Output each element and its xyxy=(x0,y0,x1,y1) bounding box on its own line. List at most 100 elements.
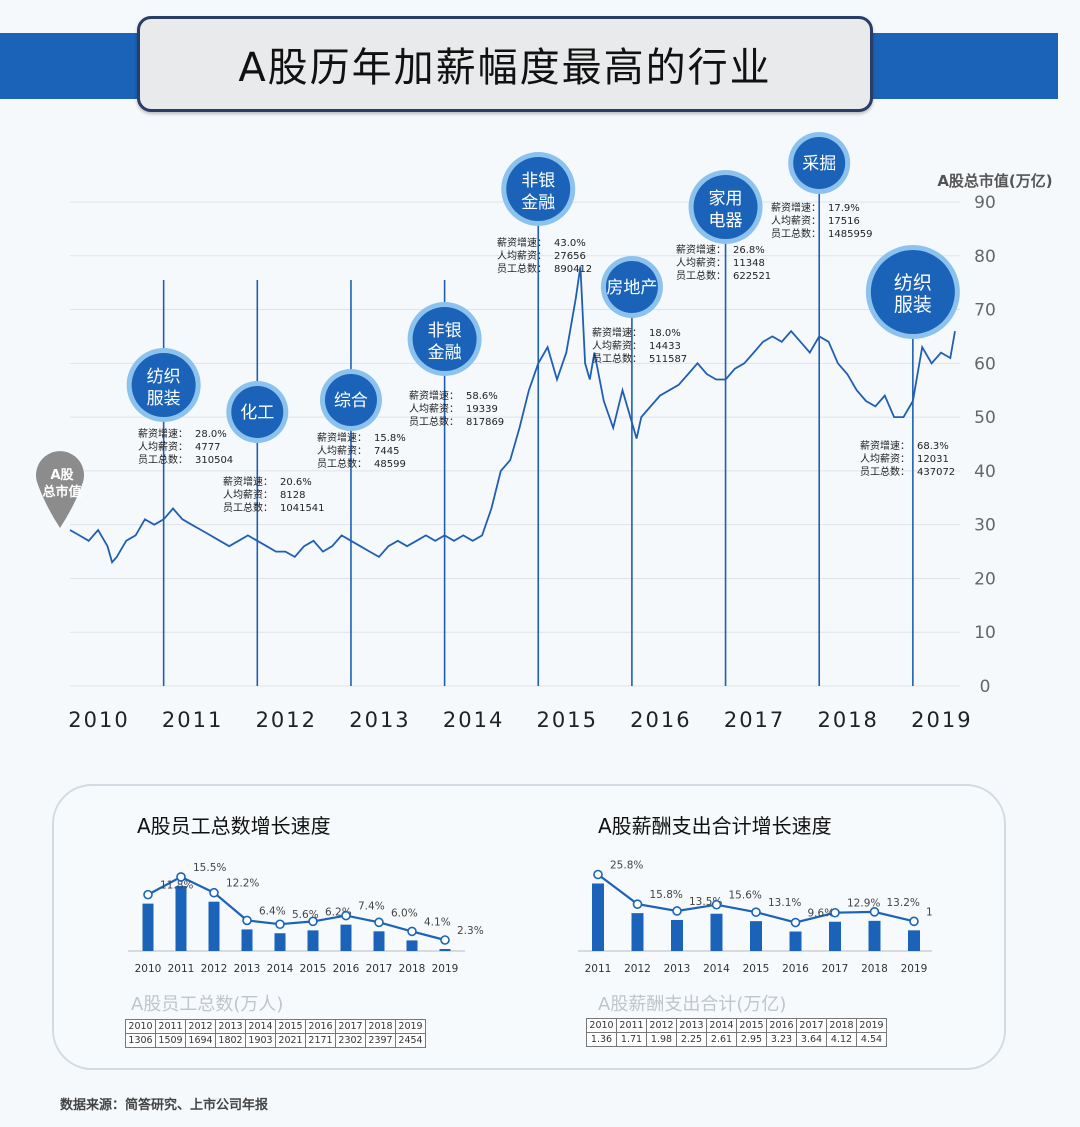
industry-label: 服装 xyxy=(894,294,932,316)
annotation-label: 员工总数： xyxy=(138,453,188,466)
annotation-value: 310504 xyxy=(195,455,233,466)
bar xyxy=(631,913,644,951)
bar xyxy=(208,901,220,951)
category-label: 2013 xyxy=(234,963,261,975)
annotation-value: 622521 xyxy=(733,271,771,282)
growth-point xyxy=(711,899,722,910)
annotation-value: 7445 xyxy=(374,446,399,457)
growth-point xyxy=(830,907,840,918)
annotation-value: 17.9% xyxy=(828,203,860,214)
category-label: 2013 xyxy=(664,963,691,975)
annotation-value: 43.0% xyxy=(554,238,586,249)
annotation-label: 人均薪资： xyxy=(317,445,367,457)
table-cell: 3.23 xyxy=(766,1032,797,1047)
annotation-label: 员工总数： xyxy=(409,415,459,428)
table-row: 1.36 1.71 1.98 2.25 2.61 2.95 3.23 3.64 4.12 4.54 xyxy=(586,1032,887,1047)
table-cell: 2017 xyxy=(335,1019,366,1034)
table-row: 2010 2011 2012 2013 2014 2015 2016 2017 2018 2019 xyxy=(125,1019,426,1034)
table-cell: 2019 xyxy=(856,1018,887,1033)
annotation-value: 8128 xyxy=(280,490,305,501)
table-cell: 2012 xyxy=(185,1019,216,1034)
employee-growth-chart: 2010 2011 2012 2013 2014 2015 2016 2017 2018 2019… xyxy=(128,862,484,975)
growth-label: 7.4% xyxy=(358,901,385,913)
table-cell: 1.36 xyxy=(586,1032,617,1047)
x-tick-label: 2012 xyxy=(256,708,317,732)
table-cell: 1306 xyxy=(125,1033,156,1048)
y-tick-label: 40 xyxy=(974,462,996,482)
bar xyxy=(142,903,154,951)
bar xyxy=(908,930,920,951)
growth-point xyxy=(341,910,351,921)
bar xyxy=(274,933,286,951)
growth-point xyxy=(632,899,643,909)
x-tick-label: 2019 xyxy=(911,708,972,732)
growth-label: 12.9% xyxy=(847,898,880,910)
annotation-value: 890412 xyxy=(554,264,592,275)
growth-label: 13.1% xyxy=(768,897,801,909)
bar xyxy=(241,929,253,951)
category-label: 2015 xyxy=(300,963,327,975)
annotation-label: 员工总数： xyxy=(860,465,910,478)
growth-point xyxy=(209,887,219,898)
industry-label: 金融 xyxy=(428,343,462,363)
table-cell: 2015 xyxy=(275,1019,306,1034)
annotation-label: 薪资增速： xyxy=(317,431,367,444)
svg-text:总市值: 总市值 xyxy=(42,484,81,500)
annotation-value: 15.8% xyxy=(374,433,406,444)
table-cell: 1.98 xyxy=(646,1032,677,1047)
growth-point xyxy=(176,872,186,882)
table-cell: 2016 xyxy=(305,1019,336,1034)
bar xyxy=(868,920,881,951)
annotation-value: 27656 xyxy=(554,251,586,262)
category-label: 2017 xyxy=(366,963,393,975)
table-cell: 2019 xyxy=(395,1019,426,1034)
annotation-label: 薪资增速： xyxy=(676,243,726,256)
industry-label: 综合 xyxy=(334,391,368,411)
industry-label: 电器 xyxy=(709,211,743,231)
salary-growth-chart: 2011 2012 2013 2014 2015 2016 2017 2018 2019 25.8… xyxy=(578,859,932,975)
industry-label: 金融 xyxy=(521,193,555,213)
table-cell: 2015 xyxy=(736,1018,767,1033)
y-tick-label: 60 xyxy=(974,354,996,374)
annotation-label: 薪资增速： xyxy=(138,427,188,440)
growth-point xyxy=(440,935,450,945)
x-tick-label: 2010 xyxy=(68,708,129,732)
annotation-label: 薪资增速： xyxy=(497,236,547,249)
annotation-label: 员工总数： xyxy=(676,269,726,282)
industry-label: 化工 xyxy=(240,403,274,423)
category-label: 2012 xyxy=(201,963,228,975)
table-cell: 2010 xyxy=(586,1018,617,1033)
table-cell: 2014 xyxy=(706,1018,737,1033)
category-label: 2012 xyxy=(624,963,651,975)
annotation-label: 人均薪资： xyxy=(771,215,821,227)
category-label: 2018 xyxy=(399,963,426,975)
annotation-label: 薪资增速： xyxy=(409,389,459,402)
industry-label: 家用 xyxy=(709,189,743,209)
annotation-label: 员工总数： xyxy=(223,501,273,514)
y-tick-label: 30 xyxy=(974,516,996,536)
salary-table-caption: A股薪酬支出合计(万亿) xyxy=(598,994,787,1015)
growth-label: 10.0% xyxy=(926,906,932,918)
growth-point xyxy=(308,916,318,927)
annotation-value: 437072 xyxy=(917,467,955,478)
table-cell: 2011 xyxy=(616,1018,647,1033)
bar xyxy=(671,919,683,951)
employee-growth-title: A股员工总数增长速度 xyxy=(137,814,331,838)
category-label: 2016 xyxy=(333,963,360,975)
annotation-value: 58.6% xyxy=(466,391,498,402)
annotation-label: 人均薪资： xyxy=(860,453,910,465)
market-cap-pin: A股 总市值 xyxy=(36,451,84,528)
growth-point xyxy=(909,916,919,927)
annotation-value: 28.0% xyxy=(195,429,227,440)
category-label: 2014 xyxy=(267,963,294,975)
industry-badge: 采掘 xyxy=(788,132,851,194)
table-cell: 2.61 xyxy=(706,1032,737,1047)
annotation-value: 14433 xyxy=(649,341,681,352)
table-cell: 2018 xyxy=(365,1019,396,1034)
industry-label: 纺织 xyxy=(894,272,932,294)
table-cell: 1.71 xyxy=(616,1032,647,1047)
y-tick-label: 80 xyxy=(974,247,996,267)
annotation-label: 员工总数： xyxy=(592,352,642,365)
growth-point xyxy=(593,869,603,880)
